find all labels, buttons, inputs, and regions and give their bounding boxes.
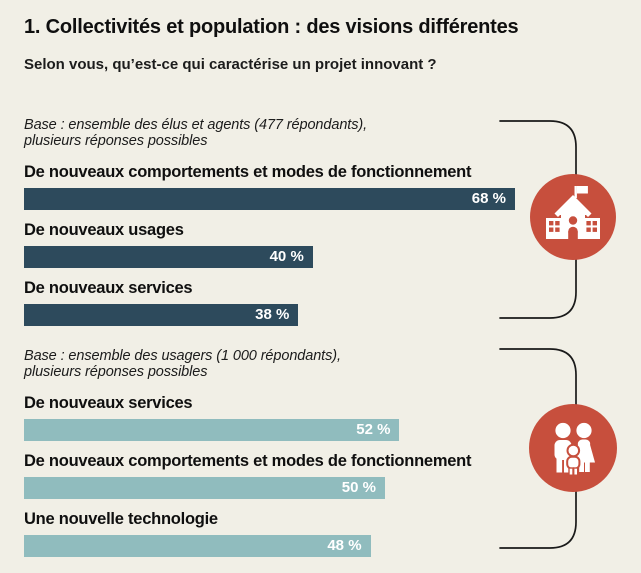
bar-row: De nouveaux usages 40 % [24, 220, 546, 268]
bar-value-label: 48 % [327, 537, 362, 554]
bar-group-usagers: Base : ensemble des usagers (1 000 répon… [24, 348, 546, 557]
bar-row: De nouveaux comportements et modes de fo… [24, 162, 546, 210]
bar-category-label: Une nouvelle technologie [24, 510, 218, 528]
bar-group2-row2: 50 % [24, 477, 385, 499]
bar-group-elus: Base : ensemble des élus et agents (477 … [24, 117, 546, 326]
chart-content: 1. Collectivités et population : des vis… [24, 14, 546, 557]
bar-value-label: 38 % [255, 306, 290, 323]
bar-category-label: De nouveaux usages [24, 221, 184, 239]
bar-group1-row1: 68 % [24, 188, 515, 210]
brace-group2 [499, 348, 617, 549]
bar-value-label: 40 % [269, 248, 304, 265]
bar-row: De nouveaux services 52 % [24, 393, 546, 441]
chart-subtitle: Selon vous, qu’est-ce qui caractérise un… [24, 56, 437, 73]
bar-category-label: De nouveaux comportements et modes de fo… [24, 163, 472, 181]
bar-value-label: 68 % [471, 190, 506, 207]
bar-row: De nouveaux comportements et modes de fo… [24, 451, 546, 499]
bar-category-label: De nouveaux services [24, 394, 193, 412]
bar-row: Une nouvelle technologie 48 % [24, 509, 546, 557]
bar-value-label: 50 % [341, 479, 376, 496]
bar-row: De nouveaux services 38 % [24, 278, 546, 326]
base-note-group1-line1: Base : ensemble des élus et agents (477 … [24, 117, 368, 133]
brace-group1 [499, 120, 616, 319]
bar-category-label: De nouveaux services [24, 279, 193, 297]
bar-group2-row1: 52 % [24, 419, 400, 441]
base-note-group2-line1: Base : ensemble des usagers (1 000 répon… [24, 348, 341, 364]
bar-group1-row3: 38 % [24, 304, 299, 326]
bar-group2-row3: 48 % [24, 535, 371, 557]
base-note-group2: Base : ensemble des usagers (1 000 répon… [24, 348, 546, 380]
bar-group1-row2: 40 % [24, 246, 313, 268]
base-note-group2-line2: plusieurs réponses possibles [24, 364, 208, 380]
base-note-group1: Base : ensemble des élus et agents (477 … [24, 117, 546, 149]
bar-value-label: 52 % [356, 421, 391, 438]
town-hall-icon [546, 186, 600, 239]
bar-category-label: De nouveaux comportements et modes de fo… [24, 452, 472, 470]
base-note-group1-line2: plusieurs réponses possibles [24, 133, 208, 149]
family-icon [554, 422, 595, 476]
chart-title: 1. Collectivités et population : des vis… [24, 16, 519, 38]
